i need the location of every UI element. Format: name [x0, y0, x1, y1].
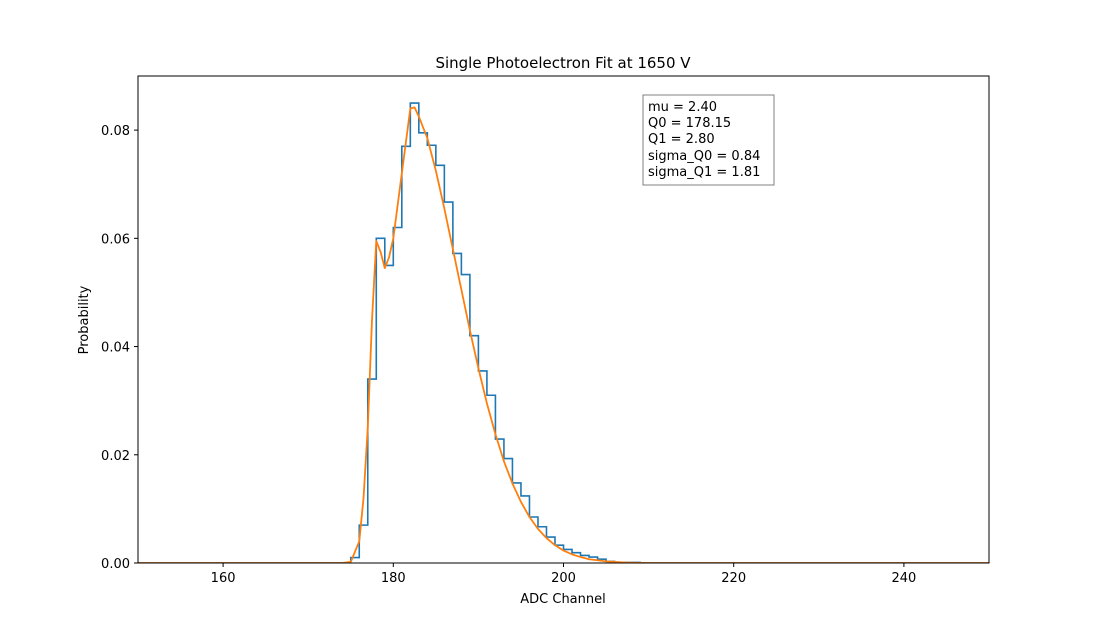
y-axis-label: Probability: [77, 285, 92, 354]
param-mu: mu = 2.40: [648, 100, 717, 115]
fit-parameters-frame: [642, 94, 775, 186]
fit-curve-series: [138, 106, 989, 563]
x-tick-label: 160: [211, 571, 236, 586]
x-axis-label: ADC Channel: [520, 592, 605, 607]
y-tick-label: 0.00: [101, 557, 130, 572]
fit-parameters-box: mu = 2.40 Q0 = 178.15 Q1 = 2.80 sigma_Q0…: [642, 94, 775, 186]
y-tick-label: 0.02: [101, 449, 130, 464]
chart-title: Single Photoelectron Fit at 1650 V: [435, 54, 691, 72]
fit-layer: [138, 106, 989, 563]
param-q1: Q1 = 2.80: [648, 132, 715, 147]
param-q0: Q0 = 178.15: [648, 116, 731, 131]
x-axis-ticks: 160 180 200 220 240: [211, 563, 916, 586]
y-tick-label: 0.04: [101, 341, 130, 356]
x-tick-label: 200: [551, 571, 576, 586]
histogram-layer: [138, 102, 989, 563]
param-sigma-q0: sigma_Q0 = 0.84: [648, 149, 760, 164]
y-tick-label: 0.06: [101, 232, 130, 247]
y-tick-label: 0.08: [101, 124, 130, 139]
x-tick-label: 180: [381, 571, 406, 586]
x-tick-label: 220: [721, 571, 746, 586]
y-axis-ticks: 0.00 0.02 0.04 0.06 0.08: [101, 124, 138, 572]
histogram-series: [138, 102, 989, 563]
param-sigma-q1: sigma_Q1 = 1.81: [648, 165, 760, 180]
x-tick-label: 240: [891, 571, 916, 586]
